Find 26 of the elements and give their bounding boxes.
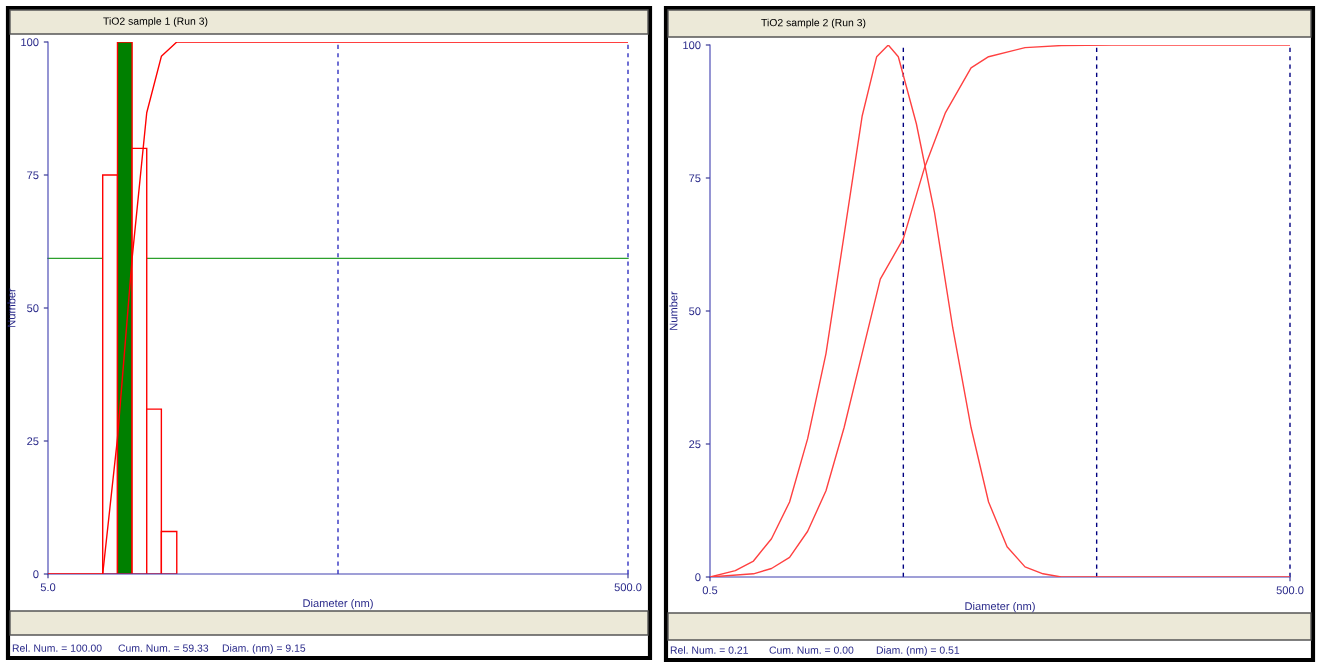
x-tick-label: 500.0 xyxy=(614,583,642,592)
y-tick-label: 0 xyxy=(33,570,39,579)
y-tick-label: 75 xyxy=(689,174,701,183)
x-axis-title: Diameter (nm) xyxy=(303,598,373,610)
text: Cum. Num. = 0.00 xyxy=(769,646,854,654)
y-tick-label: 25 xyxy=(689,440,701,449)
y-tick-label: 100 xyxy=(683,41,701,50)
chart-title: TiO2 sample 1 (Run 3) xyxy=(103,17,208,27)
x-tick-label: 5.0 xyxy=(40,583,56,592)
text: Diam. (nm) = 0.51 xyxy=(876,646,960,656)
text: Rel. Num. = 100.00 xyxy=(12,644,102,652)
text: Cum. Num. = 59.33 xyxy=(118,644,209,652)
y-tick-label: 25 xyxy=(27,437,39,446)
y-axis-title: Number xyxy=(7,288,16,327)
x-tick-label: 0.5 xyxy=(702,586,718,595)
y-axis-title: Number xyxy=(669,291,678,330)
chart-title: TiO2 sample 2 (Run 3) xyxy=(761,18,866,29)
y-tick-label: 75 xyxy=(27,171,39,180)
y-tick-label: 0 xyxy=(695,573,701,582)
text: Rel. Num. = 0.21 xyxy=(670,646,748,654)
y-tick-label: 50 xyxy=(689,307,701,316)
y-tick-label: 100 xyxy=(21,38,39,47)
y-tick-label: 50 xyxy=(27,304,39,313)
x-axis-title: Diameter (nm) xyxy=(965,601,1035,613)
text: Diam. (nm) = 9.15 xyxy=(222,644,306,654)
x-tick-label: 500.0 xyxy=(1276,586,1304,595)
